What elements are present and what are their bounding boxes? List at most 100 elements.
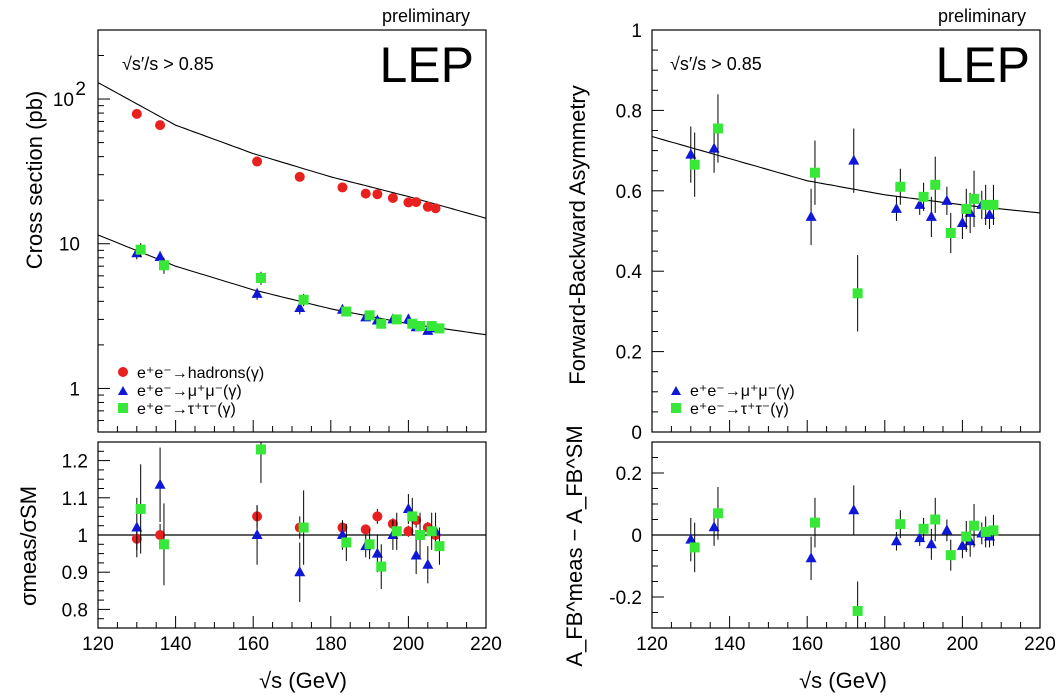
- data-point-tautau: [961, 531, 972, 542]
- panel-asymmetry-difference: 120 140 160 180 200 220 -0.2 0 0.2: [609, 441, 1056, 655]
- legend-label-hadrons: e⁺e⁻→hadrons(γ): [137, 365, 264, 382]
- data-point-mumu: [294, 566, 306, 577]
- data-point-tautau: [158, 260, 169, 271]
- x-tick-label: 160: [791, 634, 823, 655]
- data-point-tautau: [969, 520, 980, 531]
- data-point-mumu: [914, 198, 926, 209]
- data-point-tautau: [945, 228, 956, 239]
- data-point-tautau: [712, 508, 723, 519]
- data-point-tautau: [988, 525, 999, 536]
- data-point-tautau: [852, 605, 863, 616]
- y-tick-label: 10: [59, 235, 80, 256]
- theory-curve: [651, 135, 1041, 214]
- lep-label-left: LEP: [379, 37, 474, 93]
- x-tick-label: 120: [82, 634, 114, 655]
- data-point-mumu: [131, 521, 143, 532]
- data-point-hadrons: [294, 171, 305, 182]
- x-tick-label: 180: [315, 634, 347, 655]
- data-point-tautau: [376, 318, 387, 329]
- x-tick-label: 220: [470, 634, 502, 655]
- y-tick-label: 1: [77, 526, 88, 547]
- data-point-tautau: [434, 541, 445, 552]
- data-point-tautau: [135, 503, 146, 514]
- data-point-hadrons: [337, 182, 348, 193]
- legend-marker-tautau-right: [671, 403, 681, 413]
- data-point-mumu: [925, 210, 937, 221]
- data-point-mumu: [336, 529, 348, 539]
- data-point-mumu: [956, 539, 968, 550]
- data-point-mumu: [890, 202, 902, 213]
- y-tick-label: 0.2: [616, 464, 642, 485]
- x-tick-label: 200: [947, 634, 979, 655]
- data-point-mumu: [402, 502, 414, 513]
- data-point-hadrons: [155, 530, 166, 540]
- cut-label-left: √s′/s > 0.85: [122, 54, 214, 74]
- y-tick-label: -0.2: [609, 588, 642, 609]
- data-point-tautau: [980, 526, 991, 537]
- data-point-tautau: [364, 310, 375, 321]
- y-tick-label: 0.9: [62, 563, 88, 584]
- legend-marker-tautau: [118, 403, 128, 413]
- data-point-tautau: [298, 522, 309, 533]
- preliminary-label-left: preliminary: [382, 6, 470, 26]
- y-axis-label-cross-section: Cross section (pb): [22, 91, 47, 270]
- data-point-mumu: [805, 552, 817, 563]
- x-axis-label-right: √s (GeV): [799, 668, 887, 693]
- legend-left: e⁺e⁻→hadrons(γ) e⁺e⁻→μ⁺μ⁻(γ) e⁺e⁻→τ⁺τ⁻(γ…: [118, 365, 264, 418]
- data-point-tautau: [712, 123, 723, 134]
- y-tick-label: 0.8: [62, 600, 88, 621]
- data-point-hadrons: [411, 197, 422, 208]
- x-tick-label: 180: [869, 634, 901, 655]
- y-tick-label: 0: [631, 526, 642, 547]
- data-point-tautau: [376, 561, 387, 572]
- data-point-mumu: [410, 549, 422, 560]
- data-point-mumu: [251, 529, 263, 539]
- y-axis-label-ratio: σmeas/σSM: [16, 486, 41, 606]
- data-point-tautau: [918, 191, 929, 202]
- panel-cross-section-ratio: 120 140 160 180 200 220 0.8 0.9 1 1.1 1.2: [62, 441, 502, 655]
- data-point-mumu: [941, 194, 953, 205]
- data-point-mumu: [708, 142, 720, 153]
- data-point-mumu: [941, 524, 953, 535]
- data-point-tautau: [391, 314, 402, 325]
- data-point-tautau: [980, 199, 991, 210]
- theory-curve: [97, 82, 487, 219]
- data-point-hadrons: [403, 197, 414, 208]
- x-tick-label: 140: [714, 634, 746, 655]
- y-axis-label-afb: Forward-Backward Asymmetry: [565, 85, 590, 385]
- panel-forward-backward-asymmetry: 0 0.2 0.4 0.6 0.8 1: [616, 21, 1041, 444]
- data-point-tautau: [930, 179, 941, 190]
- data-point-tautau: [415, 530, 426, 540]
- data-point-tautau: [852, 288, 863, 299]
- data-point-mumu: [956, 216, 968, 227]
- legend-label-mumu-right: e⁺e⁻→μ⁺μ⁻(γ): [690, 383, 795, 400]
- data-point-tautau: [341, 537, 352, 548]
- data-point-hadrons: [360, 524, 371, 535]
- y-tick-label: 0: [631, 423, 642, 444]
- data-point-hadrons: [387, 193, 398, 204]
- data-point-tautau: [969, 193, 980, 204]
- data-point-hadrons: [155, 120, 166, 131]
- x-tick-label: 160: [237, 634, 269, 655]
- data-point-tautau: [918, 523, 929, 534]
- data-point-tautau: [945, 550, 956, 561]
- legend-label-tautau-right: e⁺e⁻→τ⁺τ⁻(γ): [690, 401, 789, 418]
- y-tick-label: 0.2: [616, 343, 642, 364]
- preliminary-label-right: preliminary: [938, 6, 1026, 26]
- data-point-tautau: [689, 159, 700, 170]
- legend-marker-hadrons: [118, 367, 128, 377]
- data-point-tautau: [426, 321, 437, 332]
- data-point-hadrons: [252, 156, 263, 167]
- data-point-mumu: [371, 547, 383, 558]
- legend-label-tautau: e⁺e⁻→τ⁺τ⁻(γ): [137, 401, 236, 418]
- data-point-tautau: [255, 444, 266, 455]
- x-tick-label: 220: [1024, 634, 1056, 655]
- data-point-mumu: [251, 287, 263, 298]
- data-point-tautau: [391, 526, 402, 537]
- data-point-tautau: [895, 519, 906, 530]
- lep-label-right: LEP: [935, 37, 1030, 93]
- theory-curve: [97, 234, 487, 336]
- data-point-tautau: [961, 203, 972, 214]
- data-point-tautau: [364, 539, 375, 550]
